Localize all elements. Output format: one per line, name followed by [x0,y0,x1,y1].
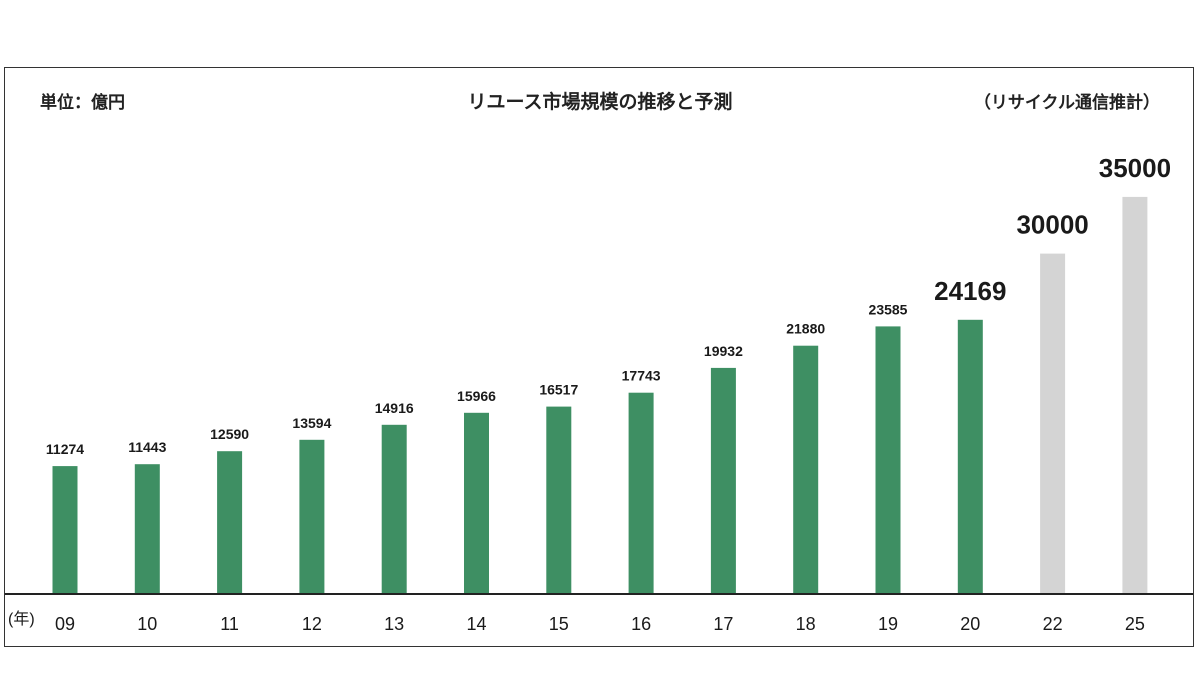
bar-09 [52,466,78,594]
x-tick-label-17: 17 [713,614,733,634]
x-tick-label-20: 20 [960,614,980,634]
value-label-12: 13594 [292,415,331,431]
bar-17 [710,367,736,594]
value-label-10: 11443 [128,439,166,455]
bar-18 [793,345,819,594]
x-tick-label-18: 18 [796,614,816,634]
value-label-20: 24169 [934,276,1006,306]
value-label-18: 21880 [786,321,825,337]
x-tick-label-25: 25 [1125,614,1145,634]
bar-19 [875,326,901,594]
x-tick-label-15: 15 [549,614,569,634]
value-label-09: 11274 [46,441,84,457]
value-label-16: 17743 [622,368,661,384]
bars-layer [52,196,1148,594]
x-tick-label-11: 11 [220,614,239,634]
x-tick-label-19: 19 [878,614,898,634]
unit-label: 単位：億円 [40,92,125,113]
bar-12 [299,439,325,594]
x-tick-label-09: 09 [55,614,75,634]
bar-14 [464,412,489,594]
chart-title: リユース市場規模の推移と予測 [467,90,732,113]
chart-frame [4,67,1194,647]
x-tick-label-10: 10 [137,614,157,634]
bar-16 [628,392,654,594]
value-label-15: 16517 [539,382,578,398]
x-unit-label: (年) [8,610,35,628]
value-label-22: 30000 [1016,210,1088,240]
x-tick-label-22: 22 [1043,614,1063,634]
x-tick-label-13: 13 [384,614,404,634]
bar-15 [546,406,572,594]
bar-25 [1122,196,1148,594]
value-label-11: 12590 [210,426,249,442]
value-label-13: 14916 [375,400,414,416]
source-note: （リサイクル通信推計） [974,92,1160,113]
value-label-19: 23585 [869,301,908,317]
value-label-17: 19932 [704,343,743,359]
x-tick-label-14: 14 [466,614,486,634]
labels-layer: 11274 09 11443 10 12590 11 13594 12 14916 13 15966… [46,153,1171,634]
bar-22 [1040,253,1066,594]
x-tick-label-12: 12 [302,614,322,634]
bar-13 [381,424,407,594]
bar-11 [217,451,243,594]
value-label-14: 15966 [457,388,496,404]
bar-20 [957,319,983,594]
value-label-25: 35000 [1099,153,1171,183]
x-tick-label-16: 16 [631,614,651,634]
bar-10 [134,464,160,594]
